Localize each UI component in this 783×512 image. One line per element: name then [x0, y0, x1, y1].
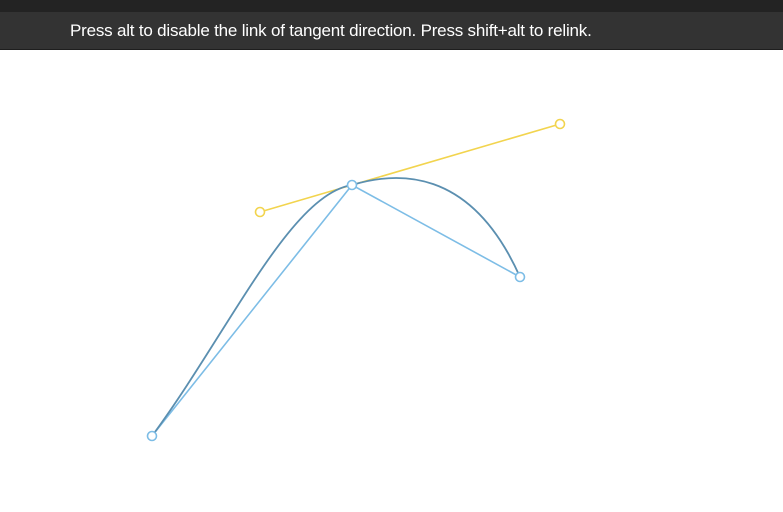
control-point-start[interactable]: [146, 430, 158, 442]
curve-editor-canvas[interactable]: [0, 51, 783, 512]
hint-bar: Press alt to disable the link of tangent…: [0, 12, 783, 50]
curve-editor-svg[interactable]: [0, 51, 783, 512]
control-point-middle[interactable]: [346, 179, 358, 191]
top-toolbar-strip: [0, 0, 783, 12]
tangent-handle-out[interactable]: [554, 118, 566, 130]
tangent-handle-in[interactable]: [254, 206, 266, 218]
tangent-line: [259, 123, 561, 213]
control-polygon: [151, 183, 521, 437]
spline-curve: [151, 177, 521, 437]
hint-text: Press alt to disable the link of tangent…: [70, 21, 592, 40]
control-point-end[interactable]: [514, 271, 526, 283]
